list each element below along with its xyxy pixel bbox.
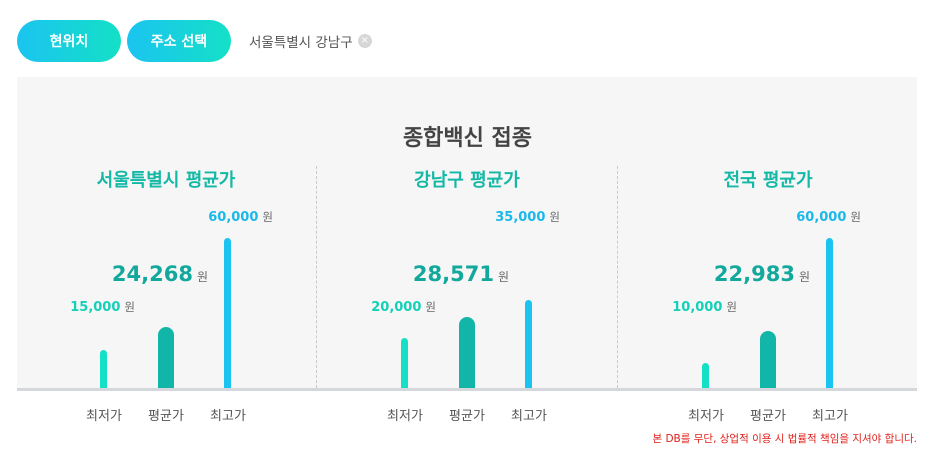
column-title-seoul: 서울특별시 평균가 xyxy=(96,170,236,191)
column-divider xyxy=(617,166,618,388)
value-min-national: 10,000 원 xyxy=(672,300,737,315)
bar-min-seoul xyxy=(100,350,107,388)
column-title-gangnam: 강남구 평균가 xyxy=(414,170,520,191)
bar-avg-seoul xyxy=(158,327,174,388)
address-chip: 서울특별시 강남구 × xyxy=(249,31,372,51)
x-label-avg-gangnam: 평균가 xyxy=(449,409,485,424)
bar-max-gangnam xyxy=(525,300,532,388)
copyright-notice: 본 DB를 무단, 상업적 이용 시 법률적 책임을 지셔야 합니다. xyxy=(652,433,917,445)
x-label-min-gangnam: 최저가 xyxy=(387,409,423,424)
value-min-gangnam: 20,000 원 xyxy=(371,300,436,315)
current-location-button[interactable]: 현위치 xyxy=(17,20,121,62)
bar-avg-national xyxy=(760,331,776,388)
value-max-seoul: 60,000 원 xyxy=(208,210,273,225)
x-label-max-seoul: 최고가 xyxy=(210,409,246,424)
bar-max-seoul xyxy=(224,238,231,388)
x-label-max-gangnam: 최고가 xyxy=(511,409,547,424)
x-label-max-national: 최고가 xyxy=(812,409,848,424)
value-avg-seoul: 24,268 원 xyxy=(111,262,208,286)
x-label-min-seoul: 최저가 xyxy=(86,409,122,424)
location-toolbar: 현위치 주소 선택 서울특별시 강남구 × xyxy=(17,20,372,62)
value-min-seoul: 15,000 원 xyxy=(70,300,135,315)
column-divider xyxy=(316,166,317,388)
chart-baseline xyxy=(17,388,917,391)
panel-title: 종합백신 접종 xyxy=(402,126,533,151)
x-label-avg-seoul: 평균가 xyxy=(148,409,184,424)
bar-min-national xyxy=(702,363,709,388)
bar-min-gangnam xyxy=(401,338,408,388)
x-label-min-national: 최저가 xyxy=(688,409,724,424)
close-icon[interactable]: × xyxy=(357,34,372,48)
value-max-gangnam: 35,000 원 xyxy=(495,210,560,225)
value-avg-gangnam: 28,571 원 xyxy=(412,262,509,286)
select-address-button[interactable]: 주소 선택 xyxy=(127,20,231,62)
bar-max-national xyxy=(826,238,833,388)
column-title-national: 전국 평균가 xyxy=(723,170,813,191)
x-label-avg-national: 평균가 xyxy=(750,409,786,424)
value-max-national: 60,000 원 xyxy=(796,210,861,225)
address-chip-label: 서울특별시 강남구 xyxy=(249,35,353,51)
bar-avg-gangnam xyxy=(459,317,475,388)
value-avg-national: 22,983 원 xyxy=(713,262,810,286)
